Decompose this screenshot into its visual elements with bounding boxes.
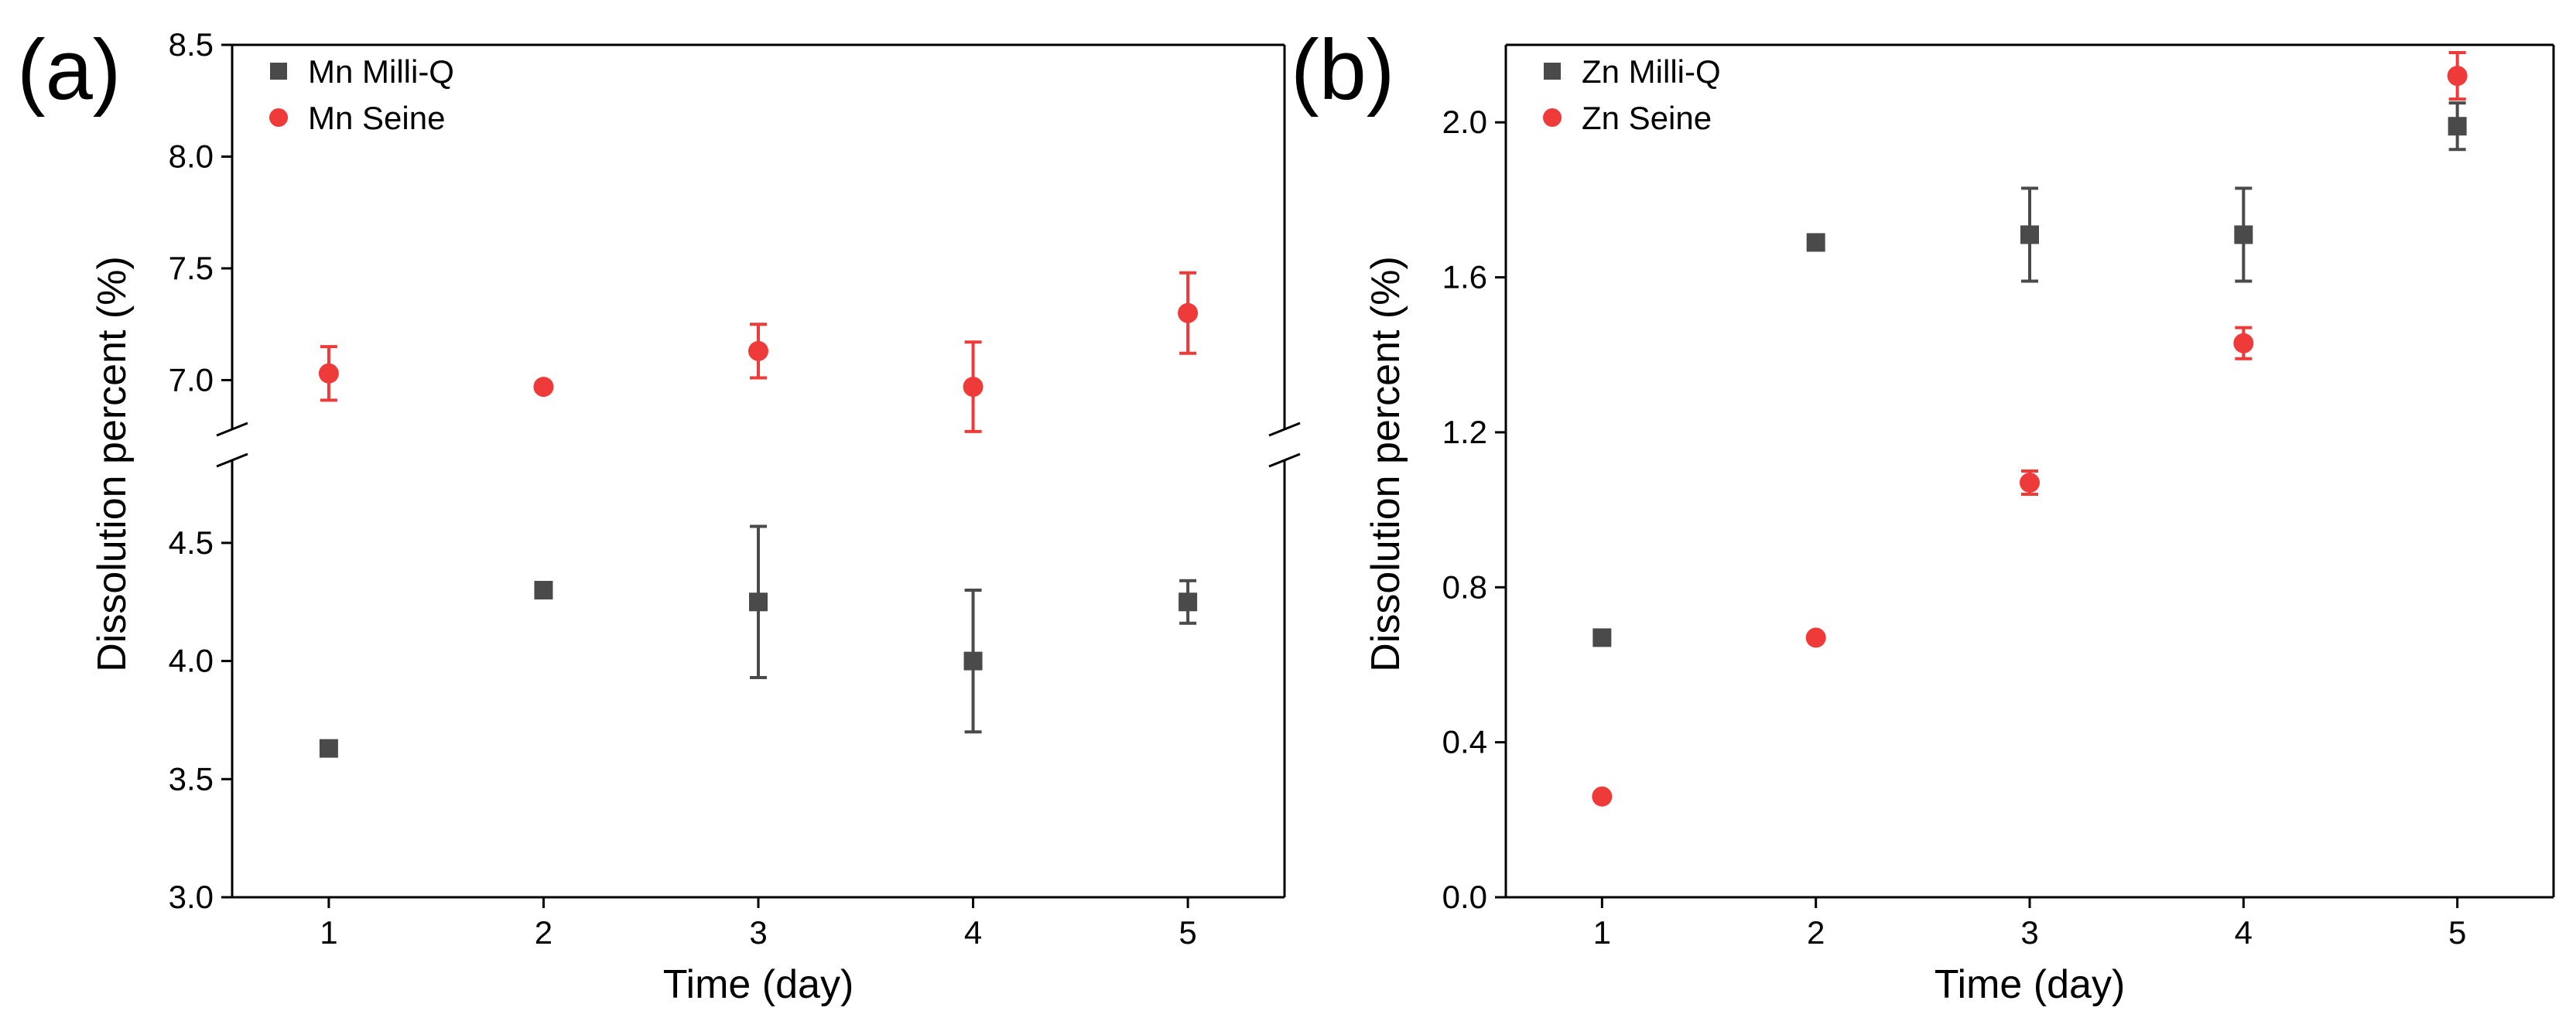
data-point-circle bbox=[2020, 473, 2040, 493]
x-tick-label: 3 bbox=[2020, 914, 2038, 951]
axis-break-mark bbox=[1268, 452, 1301, 468]
legend-label: Mn Milli-Q bbox=[308, 53, 454, 90]
legend-marker-square bbox=[1544, 63, 1561, 80]
x-tick-label: 5 bbox=[2448, 914, 2466, 951]
data-point-square bbox=[2020, 225, 2039, 244]
axis-break-mark bbox=[1268, 422, 1301, 437]
data-point-square bbox=[2234, 225, 2253, 244]
y-tick-label: 8.5 bbox=[169, 26, 214, 63]
x-tick-label: 3 bbox=[749, 914, 767, 951]
data-point-circle bbox=[318, 363, 339, 384]
x-tick-label: 2 bbox=[1807, 914, 1825, 951]
y-tick-label: 4.0 bbox=[169, 643, 214, 679]
legend-marker-circle bbox=[1543, 108, 1562, 127]
y-axis-title: Dissolution percent (%) bbox=[90, 256, 135, 672]
legend-label: Zn Milli-Q bbox=[1582, 53, 1721, 90]
y-tick-label: 7.5 bbox=[169, 250, 214, 286]
y-axis-title: Dissolution percent (%) bbox=[1363, 256, 1408, 672]
data-point-square bbox=[1592, 628, 1612, 647]
panel-label: (b) bbox=[1291, 22, 1394, 118]
y-tick-label: 0.4 bbox=[1442, 724, 1487, 760]
data-point-circle bbox=[533, 377, 554, 398]
x-axis-title: Time (day) bbox=[1935, 962, 2126, 1007]
data-point-square bbox=[534, 580, 553, 599]
data-point-square bbox=[1806, 233, 1825, 252]
data-point-square bbox=[2448, 117, 2467, 136]
axis-break-mark bbox=[216, 452, 248, 468]
y-tick-label: 4.5 bbox=[169, 524, 214, 561]
axis-break-mark bbox=[216, 422, 248, 437]
x-tick-label: 1 bbox=[1593, 914, 1611, 951]
data-point-circle bbox=[748, 340, 768, 361]
data-point-circle bbox=[1805, 627, 1826, 648]
data-point-square bbox=[749, 592, 768, 612]
y-tick-label: 0.0 bbox=[1442, 879, 1487, 915]
y-tick-label: 0.8 bbox=[1442, 569, 1487, 605]
y-tick-label: 3.5 bbox=[169, 760, 214, 797]
data-point-circle bbox=[2233, 333, 2254, 353]
data-point-circle bbox=[1178, 302, 1199, 323]
data-point-square bbox=[963, 651, 983, 671]
y-tick-label: 1.2 bbox=[1442, 414, 1487, 450]
panel-a: (a) 1 2 3 4 5 3.0 3.5 4.0 4.5 7.0 7.5 8.0 8.5 Mn Mill… bbox=[17, 22, 1301, 1007]
data-point-circle bbox=[2447, 66, 2468, 87]
data-point-circle bbox=[1592, 786, 1613, 807]
y-tick-label: 1.6 bbox=[1442, 259, 1487, 295]
legend-marker-square bbox=[270, 63, 287, 80]
data-point-circle bbox=[963, 377, 984, 398]
y-tick-label: 3.0 bbox=[169, 879, 214, 915]
x-tick-label: 5 bbox=[1179, 914, 1196, 951]
x-tick-label: 4 bbox=[964, 914, 982, 951]
panel-label: (a) bbox=[17, 22, 121, 118]
panel-b: (b) 1 2 3 4 5 0.0 0.4 0.8 1.2 1.6 2.0 Zn Milli-Q Zn … bbox=[1291, 22, 2555, 1007]
x-tick-label: 1 bbox=[320, 914, 337, 951]
x-tick-label: 2 bbox=[535, 914, 552, 951]
x-tick-label: 4 bbox=[2235, 914, 2253, 951]
legend-label: Zn Seine bbox=[1582, 100, 1712, 136]
x-axis-title: Time (day) bbox=[663, 962, 854, 1007]
y-tick-label: 8.0 bbox=[169, 138, 214, 174]
y-tick-label: 2.0 bbox=[1442, 104, 1487, 140]
legend-label: Mn Seine bbox=[308, 100, 445, 136]
legend-marker-circle bbox=[269, 108, 288, 127]
data-point-square bbox=[319, 739, 338, 758]
data-point-square bbox=[1179, 592, 1198, 612]
y-tick-label: 7.0 bbox=[169, 361, 214, 398]
